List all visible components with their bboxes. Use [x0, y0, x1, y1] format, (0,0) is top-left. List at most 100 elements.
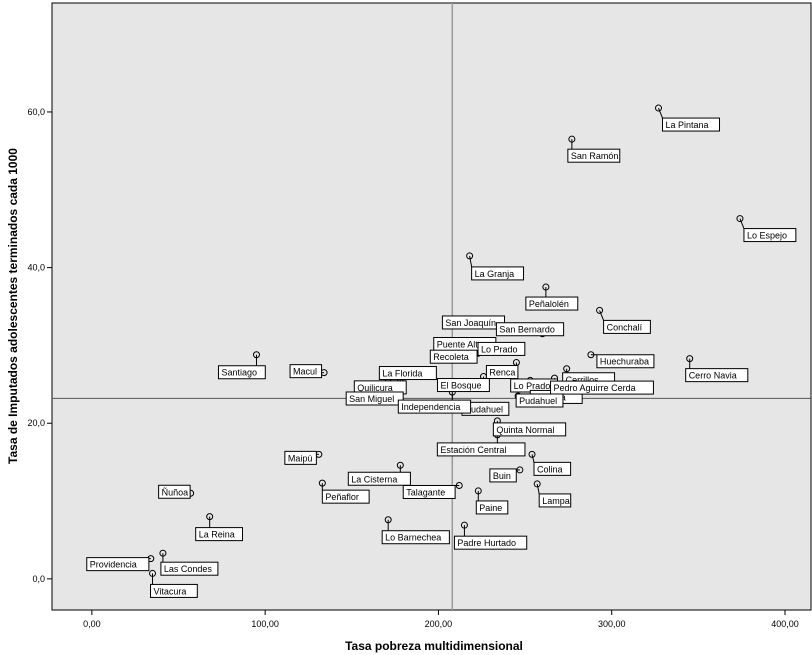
- point-label: San Joaquín: [445, 318, 496, 328]
- point-label: San Ramón: [571, 151, 619, 161]
- point-label: La Granja: [475, 269, 515, 279]
- point-label-box: [381, 530, 450, 545]
- point-label: Pudahuel: [519, 396, 557, 406]
- point-label: Lo Espejo: [747, 231, 787, 241]
- point-label: Ñuñoa: [162, 487, 189, 497]
- point-label: La Cisterna: [351, 474, 397, 484]
- data-point: [533, 480, 541, 488]
- point-label-box: [515, 393, 564, 408]
- label-leader: [531, 454, 535, 463]
- data-point: [686, 355, 694, 363]
- point-label-box: [525, 296, 579, 311]
- point-label-box: [289, 364, 323, 379]
- data-point: [474, 487, 482, 495]
- point-label-box: [492, 422, 567, 437]
- data-point: [516, 466, 524, 474]
- point-label-box: [567, 148, 621, 163]
- label-leader: [739, 218, 745, 229]
- point-label-box: [471, 266, 525, 281]
- x-tick-label: 400,00: [771, 619, 799, 629]
- point-label: Macul: [293, 367, 317, 377]
- point-label: Las Condes: [164, 564, 213, 574]
- point-label: Lo Prado: [514, 381, 551, 391]
- data-point: [568, 135, 576, 143]
- point-label: Recoleta: [433, 352, 469, 362]
- point-label: Lampa: [542, 496, 570, 506]
- data-point: [455, 481, 463, 489]
- point-label: Colina: [537, 464, 563, 474]
- point-label-box: [158, 484, 191, 499]
- point-label: Estación Central: [440, 445, 506, 455]
- data-point: [384, 516, 392, 524]
- x-axis-title: Tasa pobreza multidimensional: [345, 639, 523, 653]
- point-label: Quilicura: [357, 383, 393, 393]
- data-point: [396, 461, 404, 469]
- point-label-box: [489, 468, 517, 483]
- point-label: Conchalí: [607, 322, 643, 332]
- data-point: [542, 283, 550, 291]
- point-label: Talagante: [406, 487, 445, 497]
- point-label-box: [345, 391, 404, 406]
- point-label-box: [86, 557, 150, 572]
- point-label-box: [378, 366, 437, 381]
- point-label: Huechuraba: [600, 357, 649, 367]
- point-label: Pedro Aguirre Cerda: [554, 383, 636, 393]
- data-point: [655, 104, 663, 112]
- point-label: Lo Barnechea: [385, 533, 441, 543]
- data-point: [596, 306, 604, 314]
- point-label: Puente Alto: [437, 340, 483, 350]
- y-axis-ticks: 0,0 20,0 40,0 60,0: [27, 107, 52, 584]
- point-label-box: [397, 399, 472, 414]
- point-label-box: [743, 228, 797, 243]
- point-label: Pudahuel: [465, 404, 503, 414]
- point-label-box: [160, 561, 219, 576]
- y-tick-label: 0,0: [32, 574, 45, 584]
- data-point: [736, 215, 744, 223]
- label-leader: [658, 107, 663, 119]
- point-label-box: [550, 380, 654, 395]
- label-leader: [536, 483, 540, 495]
- point-label-box: [347, 471, 411, 486]
- point-label: Padre Hurtado: [457, 538, 516, 548]
- point-label: Peñalolén: [529, 299, 569, 309]
- point-label-box: [429, 349, 478, 364]
- point-label-box: [436, 378, 490, 393]
- data-point: [587, 351, 595, 359]
- point-label-box: [485, 365, 519, 380]
- point-label: Vitacura: [154, 586, 187, 596]
- point-label-box: [195, 527, 243, 542]
- x-axis-ticks: 0,00 100,00 200,00 300,00 400,00: [83, 610, 799, 629]
- point-label: Peñaflor: [325, 492, 359, 502]
- data-point: [252, 351, 260, 359]
- point-label: Renca: [489, 368, 515, 378]
- point-label: Paine: [479, 503, 502, 513]
- data-point: [149, 569, 157, 577]
- point-label: La Reina: [199, 530, 235, 540]
- data-point: [460, 521, 468, 529]
- label-leader: [599, 310, 605, 321]
- point-label-box: [321, 489, 370, 504]
- point-label: Lo Prado: [481, 344, 518, 354]
- point-label-box: [453, 535, 528, 550]
- x-tick-label: 100,00: [251, 619, 279, 629]
- point-label: Cerro Navia: [689, 371, 737, 381]
- y-tick-label: 20,0: [27, 418, 45, 428]
- point-label: Independencia: [401, 402, 460, 412]
- point-label: La Florida: [382, 369, 422, 379]
- y-tick-label: 40,0: [27, 263, 45, 273]
- point-label-box: [477, 341, 526, 356]
- data-point: [563, 365, 571, 373]
- x-tick-label: 300,00: [598, 619, 626, 629]
- point-label: La Pintana: [666, 120, 709, 130]
- point-label-box: [150, 583, 198, 598]
- point-label: Buin: [493, 471, 511, 481]
- data-point: [318, 479, 326, 487]
- point-label-box: [662, 117, 721, 132]
- point-label: Providencia: [90, 560, 137, 570]
- point-label-box: [284, 450, 317, 465]
- x-tick-label: 0,00: [83, 619, 101, 629]
- point-label: San Bernardo: [499, 325, 555, 335]
- data-point: [206, 513, 214, 521]
- point-label: Santiago: [221, 368, 257, 378]
- point-label-box: [217, 365, 266, 380]
